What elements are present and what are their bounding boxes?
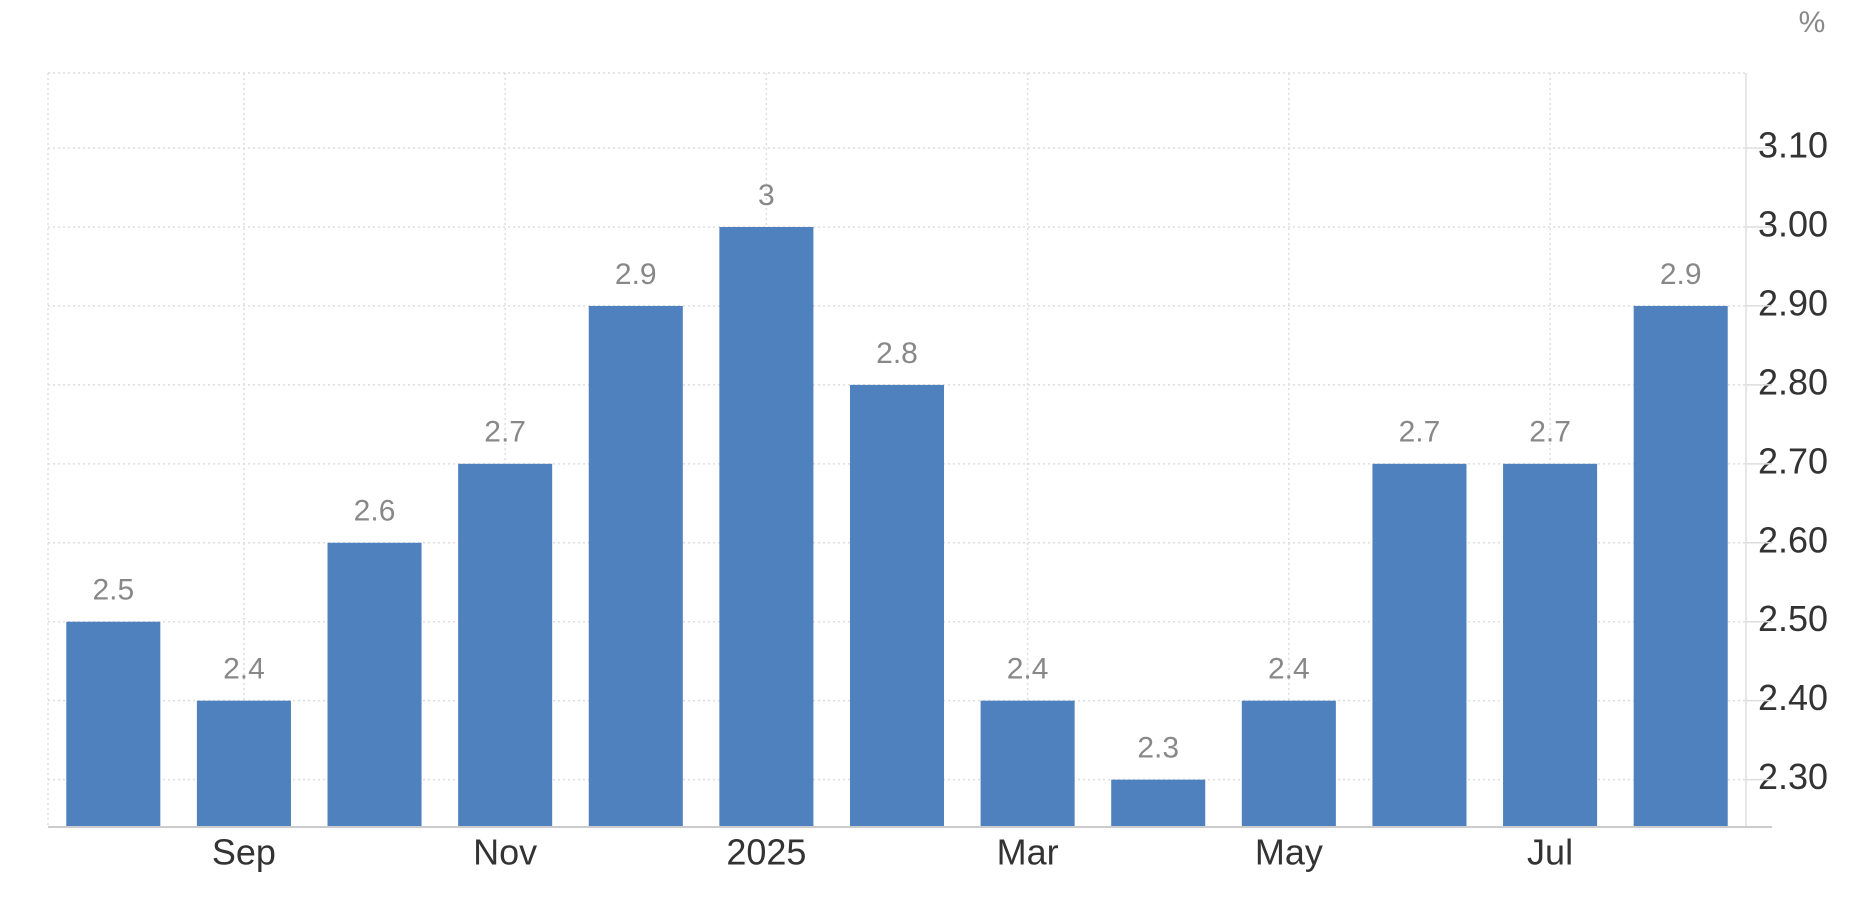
bar xyxy=(1372,463,1467,827)
bar xyxy=(66,621,161,827)
x-tick-label: Jul xyxy=(1527,832,1573,873)
y-tick-label: 3.10 xyxy=(1758,125,1828,166)
bar xyxy=(1633,305,1728,827)
x-tick-label: Mar xyxy=(997,832,1059,873)
value-label: 2.9 xyxy=(615,258,657,291)
bar xyxy=(588,305,683,827)
bar xyxy=(849,384,945,827)
x-tick-label: Nov xyxy=(473,832,537,873)
y-tick-label: 2.60 xyxy=(1758,519,1828,560)
bar xyxy=(327,542,422,827)
bar xyxy=(458,463,553,827)
y-tick-label: 2.70 xyxy=(1758,440,1828,481)
value-label: 2.6 xyxy=(354,495,396,528)
bar xyxy=(196,700,291,827)
y-tick-label: 2.40 xyxy=(1758,677,1828,718)
value-label: 2.7 xyxy=(1399,416,1441,449)
unit-label: % xyxy=(1799,6,1826,39)
value-label: 2.4 xyxy=(223,653,265,686)
y-tick-label: 3.00 xyxy=(1758,203,1828,244)
x-tick-label: 2025 xyxy=(726,832,806,873)
y-tick-label: 2.80 xyxy=(1758,361,1828,402)
value-label: 3 xyxy=(758,179,775,212)
value-label: 2.4 xyxy=(1268,653,1310,686)
bar xyxy=(980,700,1075,827)
value-label: 2.3 xyxy=(1137,732,1179,765)
value-label: 2.7 xyxy=(1529,416,1571,449)
value-label: 2.9 xyxy=(1660,258,1702,291)
bar xyxy=(1241,700,1336,827)
y-tick-label: 2.30 xyxy=(1758,756,1828,797)
value-label: 2.8 xyxy=(876,337,918,370)
value-label: 2.5 xyxy=(92,574,134,607)
bar xyxy=(719,226,814,827)
y-tick-label: 2.50 xyxy=(1758,598,1828,639)
x-tick-label: Sep xyxy=(212,832,276,873)
bar xyxy=(1111,779,1206,827)
x-tick-label: May xyxy=(1255,832,1323,873)
value-label: 2.4 xyxy=(1007,653,1049,686)
bar xyxy=(1503,463,1598,827)
y-tick-label: 2.90 xyxy=(1758,282,1828,323)
value-label: 2.7 xyxy=(484,416,526,449)
